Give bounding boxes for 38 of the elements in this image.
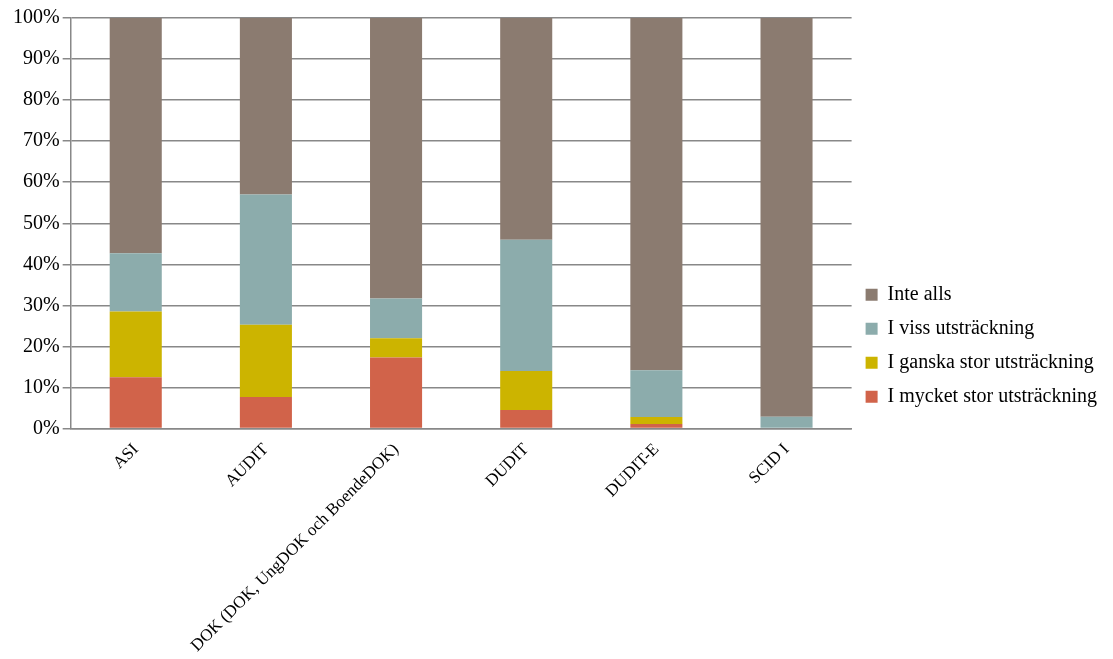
bar	[109, 18, 162, 254]
bar	[109, 377, 162, 428]
bar	[239, 18, 292, 195]
y-tick-label: 20%	[22, 333, 60, 356]
bar	[239, 324, 292, 397]
bar	[760, 416, 813, 428]
y-tick-label: 70%	[22, 128, 60, 151]
x-tick-label: ASI	[108, 439, 142, 473]
bar	[109, 253, 162, 312]
bar	[500, 410, 553, 428]
legend-label: I mycket stor utsträckning	[887, 383, 1098, 407]
y-tick-label: 80%	[22, 87, 60, 110]
bar	[630, 417, 683, 425]
legend-label: I viss utsträckning	[887, 315, 1035, 339]
y-tick-label: 40%	[22, 251, 60, 274]
bar	[239, 194, 292, 325]
y-tick-label: 50%	[22, 210, 60, 233]
y-tick-label: 10%	[22, 374, 60, 397]
bar	[239, 396, 292, 428]
legend-label: I ganska stor utsträckning	[887, 349, 1094, 373]
y-tick-label: 0%	[32, 415, 60, 438]
y-tick-label: 60%	[22, 169, 60, 192]
y-tick-label: 90%	[22, 46, 60, 69]
bar	[630, 370, 683, 418]
legend-label: Inte alls	[887, 281, 952, 304]
bar	[500, 18, 553, 240]
bar	[500, 371, 553, 411]
bar	[500, 239, 553, 372]
bar	[630, 18, 683, 371]
bar	[630, 424, 683, 428]
y-tick-label: 30%	[22, 292, 60, 315]
bar	[370, 18, 423, 299]
bar	[370, 357, 423, 428]
y-tick-label: 100%	[12, 5, 60, 28]
bar	[760, 18, 813, 417]
bar	[109, 311, 162, 378]
bar	[370, 338, 423, 358]
bar	[370, 298, 423, 339]
